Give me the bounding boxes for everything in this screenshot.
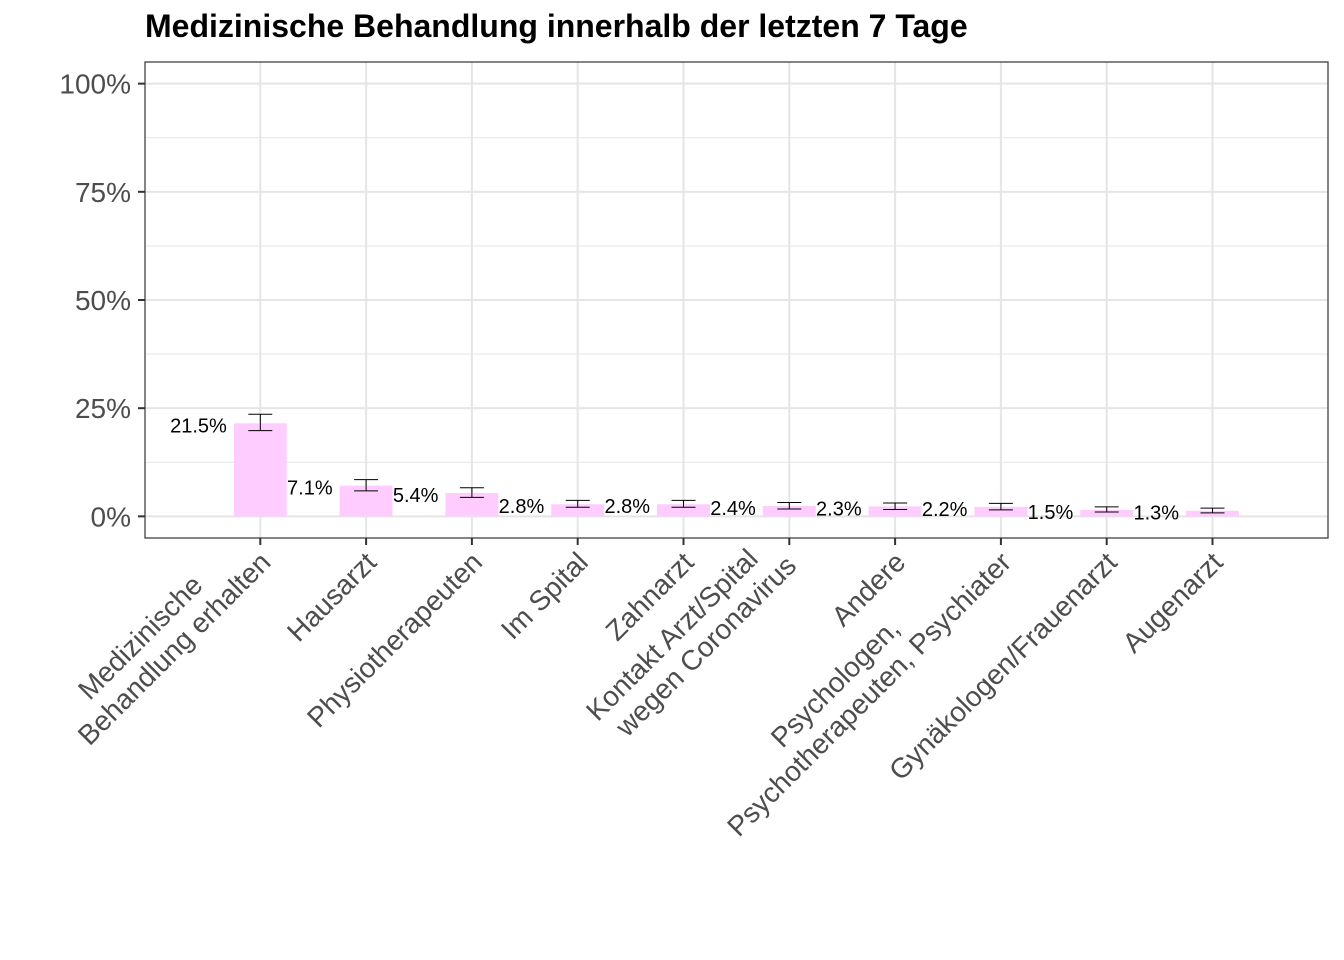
x-tick-label-line: Augenarzt	[1116, 546, 1228, 658]
y-tick-label: 25%	[75, 393, 131, 424]
data-label: 1.5%	[1028, 502, 1074, 524]
bar	[1080, 509, 1134, 517]
x-tick-label-line: Andere	[826, 546, 912, 632]
y-tick-label: 75%	[75, 177, 131, 208]
x-tick-label: Andere	[826, 546, 912, 632]
y-tick-label: 50%	[75, 285, 131, 316]
error-bars	[248, 413, 1225, 514]
data-label: 2.2%	[922, 499, 968, 521]
data-label: 21.5%	[170, 415, 227, 437]
data-label: 2.8%	[499, 496, 545, 518]
x-tick-label: Augenarzt	[1116, 546, 1228, 658]
x-tick-label: Hausarzt	[281, 546, 382, 647]
x-tick-label: Im Spital	[495, 546, 594, 645]
bar	[233, 423, 287, 517]
x-tick-label-line: Physiotherapeuten	[301, 546, 488, 733]
x-tick-label: Physiotherapeuten	[301, 546, 488, 733]
bar	[445, 492, 499, 517]
bar	[868, 506, 922, 517]
x-tick-label: MedizinischeBehandlung erhalten	[49, 524, 276, 751]
x-tick-label-line: Behandlung erhalten	[72, 546, 277, 751]
data-label: 1.3%	[1133, 503, 1179, 525]
bar	[974, 506, 1028, 517]
data-label: 2.4%	[710, 498, 756, 520]
value-labels: 21.5% 7.1% 5.4% 2.8% 2.8% 2.4% 2.3% 2.2% 1.5% 1.3…	[170, 415, 1179, 524]
bar	[1186, 510, 1239, 517]
y-axis: 0% 25% 50% 75% 100%	[59, 69, 145, 532]
bar	[762, 505, 816, 517]
data-label: 2.3%	[816, 498, 862, 520]
y-tick-label: 0%	[91, 501, 131, 532]
data-label: 5.4%	[393, 485, 439, 507]
x-tick-label-line: Hausarzt	[281, 546, 382, 647]
data-label: 7.1%	[287, 478, 333, 500]
bar	[551, 504, 605, 517]
bar	[657, 504, 710, 517]
y-tick-label: 100%	[59, 69, 131, 100]
x-tick-label-line: Im Spital	[495, 546, 594, 645]
grid-minor	[145, 137, 1328, 463]
grid-major	[145, 62, 1328, 538]
x-axis: MedizinischeBehandlung erhalten HausarztP…	[49, 524, 1229, 842]
data-label: 2.8%	[604, 496, 650, 518]
chart-title: Medizinische Behandlung innerhalb der le…	[145, 8, 968, 44]
